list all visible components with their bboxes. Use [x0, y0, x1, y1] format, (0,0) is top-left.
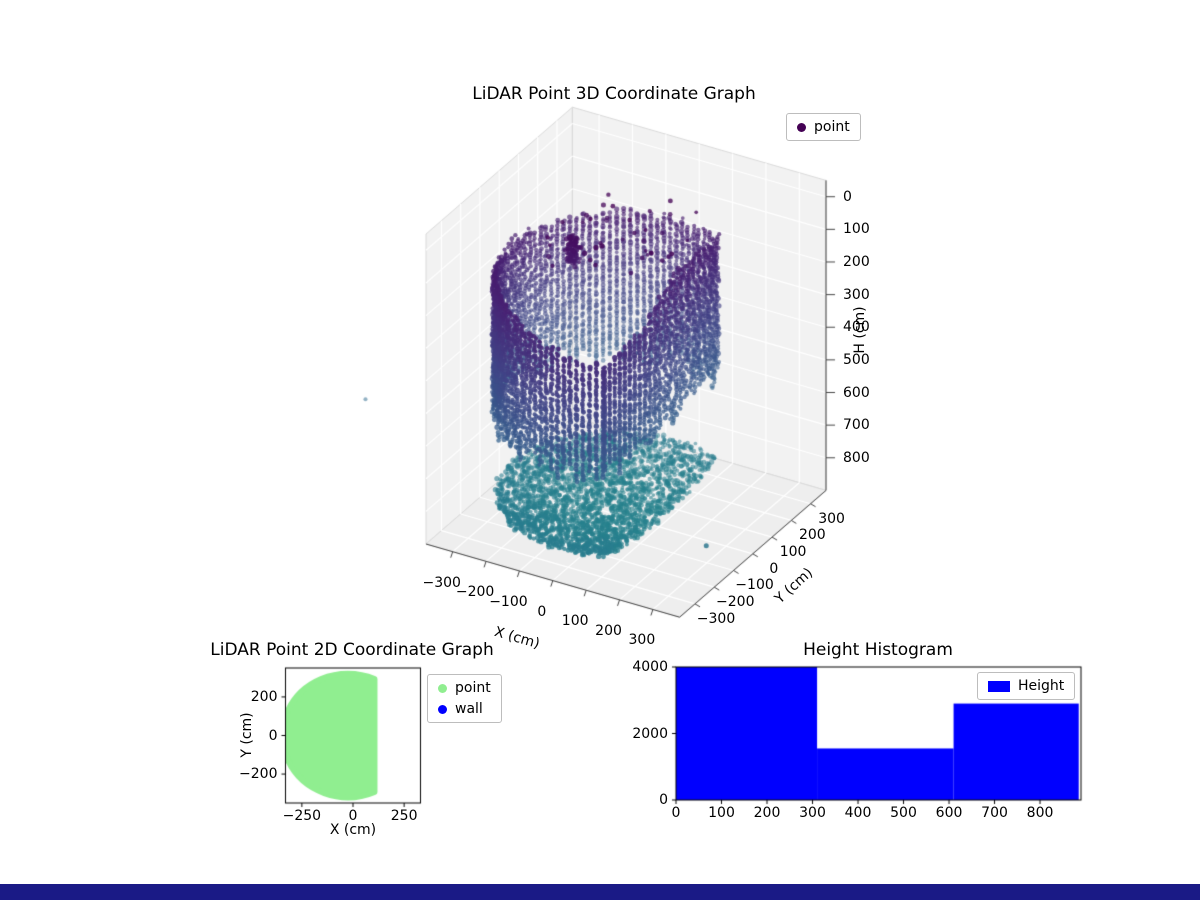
2d-plot-area: [270, 655, 440, 825]
bottom-bar: [0, 884, 1200, 900]
legend-label-point: point: [455, 680, 491, 696]
chart3d-title: LiDAR Point 3D Coordinate Graph: [472, 84, 756, 104]
wall-point-marker-icon: [438, 704, 447, 714]
legend-label-height: Height: [1018, 678, 1065, 694]
chart2d-xlabel: X (cm): [329, 822, 377, 838]
legend-entry-wall: wall: [438, 701, 491, 717]
chart2d-title: LiDAR Point 2D Coordinate Graph: [210, 640, 494, 660]
legend-label-wall: wall: [455, 701, 483, 717]
scatter-point-marker-icon: [438, 683, 447, 693]
chart3d-legend: point: [786, 113, 861, 141]
chart2d-legend: point wall: [427, 674, 502, 723]
scatter-point-marker-icon: [797, 122, 806, 132]
histogram-title: Height Histogram: [803, 640, 953, 660]
legend-entry-point: point: [797, 119, 850, 135]
chart2d-ylabel: Y (cm): [239, 712, 255, 758]
3d-plot-area: [300, 80, 920, 650]
legend-entry-height: Height: [988, 678, 1064, 694]
chart3d-zlabel: H (cm): [852, 306, 868, 354]
legend-entry-point: point: [438, 680, 491, 696]
legend-label-point: point: [814, 119, 850, 135]
histogram-legend: Height: [977, 672, 1076, 700]
histogram-bar-swatch-icon: [988, 680, 1010, 692]
